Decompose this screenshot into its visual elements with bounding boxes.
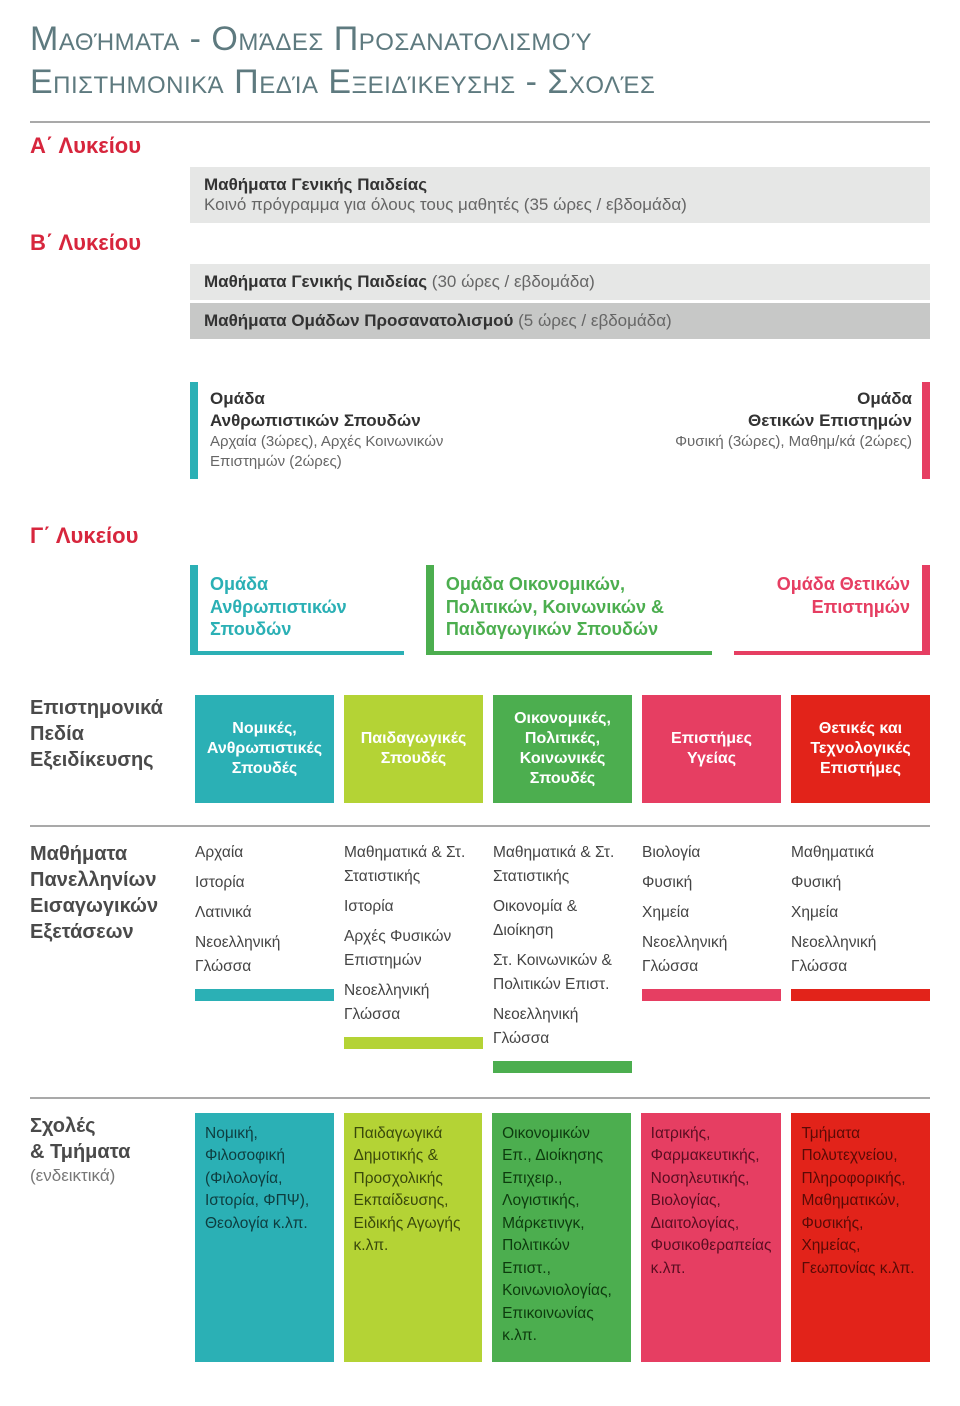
group-science-b: Ομάδα Θετικών Επιστημών Φυσική (3ώρες), … <box>663 382 930 479</box>
exam-col-4: Μαθηματικά Φυσική Χημεία Νεοελληνική Γλώσσα <box>791 841 930 1073</box>
group-humanities-b-sub: Αρχαία (3ώρες), Αρχές Κοινωνικών Επιστημ… <box>210 432 510 471</box>
exam-item: Οικονομία & Διοίκηση <box>493 895 632 943</box>
group-humanities-b: Ομάδα Ανθρωπιστικών Σπουδών Αρχαία (3ώρε… <box>190 382 520 479</box>
exam-item: Φυσική <box>642 871 781 895</box>
exam-list-0: Αρχαία Ιστορία Λατινικά Νεοελληνική Γλώσσα <box>195 841 334 979</box>
field-box-4: Θετικές και Τεχνολογικές Επιστήμες <box>791 695 930 803</box>
fields-label-3: Εξειδίκευσης <box>30 747 185 773</box>
exam-col-3: Βιολογία Φυσική Χημεία Νεοελληνική Γλώσσα <box>642 841 781 1073</box>
exam-list-3: Βιολογία Φυσική Χημεία Νεοελληνική Γλώσσα <box>642 841 781 979</box>
school-box-1: Παιδαγωγικά Δημοτικής & Προσχολικής Εκπα… <box>344 1113 483 1362</box>
grade-b-bar2: Μαθήματα Ομάδων Προσανατολισμού (5 ώρες … <box>190 303 930 339</box>
exam-strip-2 <box>493 1061 632 1073</box>
divider <box>30 825 930 827</box>
schools-label: Σχολές & Τμήματα (ενδεικτικά) <box>30 1113 185 1362</box>
title-line-1: Μαθήματα - Ομάδες Προσανατολισμού <box>30 18 930 61</box>
group-science-b-sub: Φυσική (3ώρες), Μαθημ/κά (2ώρες) <box>675 432 912 452</box>
fields-label-2: Πεδία <box>30 721 185 747</box>
group-humanities-b-head1: Ομάδα <box>210 388 510 410</box>
exams-label-2: Πανελληνίων <box>30 867 185 893</box>
exam-item: Μαθηματικά & Στ. Στατιστικής <box>493 841 632 889</box>
exams-label-3: Εισαγωγικών <box>30 893 185 919</box>
group-c-humanities-text: Ομάδα Ανθρωπιστικών Σπουδών <box>210 573 392 641</box>
exam-col-0: Αρχαία Ιστορία Λατινικά Νεοελληνική Γλώσσα <box>195 841 334 1073</box>
group-c-science-text: Ομάδα Θετικών Επιστημών <box>746 573 910 641</box>
grade-b-label: Β΄ Λυκείου <box>0 226 960 264</box>
exam-item: Νεοελληνική Γλώσσα <box>195 931 334 979</box>
exam-item: Χημεία <box>642 901 781 925</box>
exam-strip-0 <box>195 989 334 1001</box>
schools-label-2: & Τμήματα <box>30 1139 185 1165</box>
group-c-econ-text: Ομάδα Οικονομικών, Πολιτικών, Κοινωνικών… <box>446 573 701 641</box>
exam-col-2: Μαθηματικά & Στ. Στατιστικής Οικονομία & … <box>493 841 632 1073</box>
group-humanities-b-head2: Ανθρωπιστικών Σπουδών <box>210 410 510 432</box>
group-c-science: Ομάδα Θετικών Επιστημών <box>734 565 930 655</box>
exam-item: Ιστορία <box>195 871 334 895</box>
group-science-b-head2: Θετικών Επιστημών <box>675 410 912 432</box>
school-box-2: Οικονομικών Επ., Διοίκησης Επιχειρ., Λογ… <box>492 1113 631 1362</box>
exam-item: Ιστορία <box>344 895 483 919</box>
exam-item: Νεοελληνική Γλώσσα <box>493 1003 632 1051</box>
exam-list-1: Μαθηματικά & Στ. Στατιστικής Ιστορία Αρχές… <box>344 841 483 1027</box>
exam-strip-1 <box>344 1037 483 1049</box>
exam-strip-3 <box>642 989 781 1001</box>
exam-item: Νεοελληνική Γλώσσα <box>344 979 483 1027</box>
grade-a-label: Α΄ Λυκείου <box>0 129 960 167</box>
school-box-0: Νομική, Φιλοσοφική (Φιλολογία, Ιστορία, … <box>195 1113 334 1362</box>
exam-list-4: Μαθηματικά Φυσική Χημεία Νεοελληνική Γλώσσα <box>791 841 930 979</box>
school-box-3: Ιατρικής, Φαρμακευτικής, Νοσηλευτικής, Β… <box>641 1113 782 1362</box>
exam-item: Χημεία <box>791 901 930 925</box>
exams-label: Μαθήματα Πανελληνίων Εισαγωγικών Εξετάσε… <box>30 841 185 1073</box>
exam-item: Βιολογία <box>642 841 781 865</box>
exam-list-2: Μαθηματικά & Στ. Στατιστικής Οικονομία & … <box>493 841 632 1051</box>
exam-item: Μαθηματικά <box>791 841 930 865</box>
grade-c-label: Γ΄ Λυκείου <box>0 519 960 557</box>
grade-a-bar-sub: Κοινό πρόγραμμα για όλους τους μαθητές (… <box>204 195 916 215</box>
exam-item: Στ. Κοινωνικών & Πολιτικών Επιστ. <box>493 949 632 997</box>
exam-item: Μαθηματικά & Στ. Στατιστικής <box>344 841 483 889</box>
grade-b-bar1-title: Μαθήματα Γενικής Παιδείας <box>204 272 427 291</box>
fields-label: Επιστημονικά Πεδία Εξειδίκευσης <box>30 695 185 803</box>
divider <box>30 121 930 123</box>
grade-b-bar2-title: Μαθήματα Ομάδων Προσανατολισμού <box>204 311 513 330</box>
title-line-2: Επιστημονικά Πεδία Εξειδίκευσης - Σχολές <box>30 61 930 104</box>
group-c-econ: Ομάδα Οικονομικών, Πολιτικών, Κοινωνικών… <box>426 565 713 655</box>
grade-a-bar: Μαθήματα Γενικής Παιδείας Κοινό πρόγραμμ… <box>190 167 930 223</box>
fields-label-1: Επιστημονικά <box>30 695 185 721</box>
grade-a-bar-title: Μαθήματα Γενικής Παιδείας <box>204 175 916 195</box>
exam-item: Νεοελληνική Γλώσσα <box>642 931 781 979</box>
exam-col-1: Μαθηματικά & Στ. Στατιστικής Ιστορία Αρχές… <box>344 841 483 1073</box>
group-science-b-head1: Ομάδα <box>675 388 912 410</box>
exam-item: Αρχαία <box>195 841 334 865</box>
exam-item: Αρχές Φυσικών Επιστημών <box>344 925 483 973</box>
group-c-humanities: Ομάδα Ανθρωπιστικών Σπουδών <box>190 565 404 655</box>
grade-b-bar2-sub: (5 ώρες / εβδομάδα) <box>518 311 672 330</box>
schools-label-3: (ενδεικτικά) <box>30 1165 185 1187</box>
field-box-0: Νομικές, Ανθρωπιστικές Σπουδές <box>195 695 334 803</box>
exam-item: Φυσική <box>791 871 930 895</box>
divider <box>30 1097 930 1099</box>
exams-label-4: Εξετάσεων <box>30 919 185 945</box>
field-box-1: Παιδαγωγικές Σπουδές <box>344 695 483 803</box>
exam-item: Νεοελληνική Γλώσσα <box>791 931 930 979</box>
field-box-3: Επιστήμες Υγείας <box>642 695 781 803</box>
exam-strip-4 <box>791 989 930 1001</box>
grade-b-bar1: Μαθήματα Γενικής Παιδείας (30 ώρες / εβδ… <box>190 264 930 300</box>
grade-b-bar1-sub: (30 ώρες / εβδομάδα) <box>432 272 595 291</box>
exam-item: Λατινικά <box>195 901 334 925</box>
school-box-4: Τμήματα Πολυτεχνείου, Πληροφορικής, Μαθη… <box>791 1113 930 1362</box>
field-box-2: Οικονομικές, Πολιτικές, Κοινωνικές Σπουδ… <box>493 695 632 803</box>
schools-label-1: Σχολές <box>30 1113 185 1139</box>
page-title: Μαθήματα - Ομάδες Προσανατολισμού Επιστη… <box>0 0 960 111</box>
exams-label-1: Μαθήματα <box>30 841 185 867</box>
